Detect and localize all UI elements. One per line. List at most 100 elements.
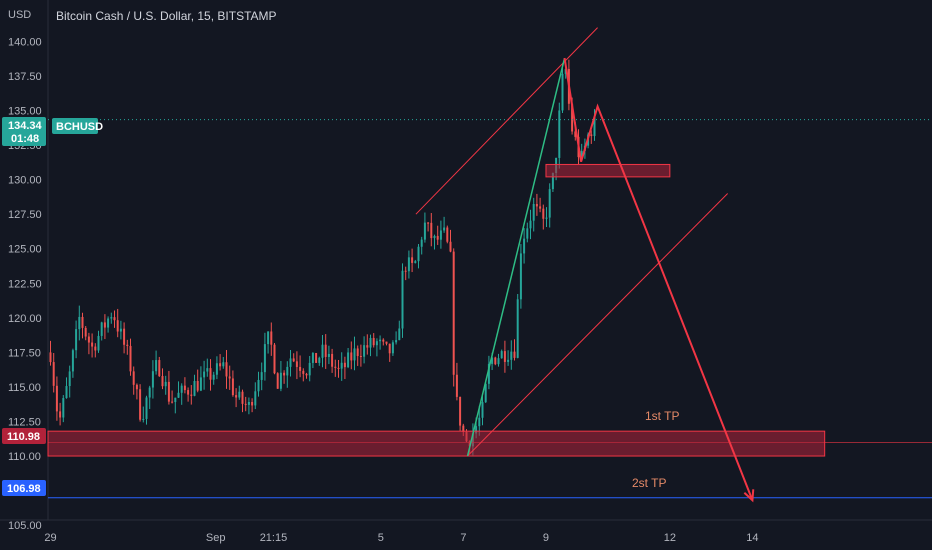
candle-body — [199, 377, 202, 391]
zone-1 — [545, 163, 671, 178]
candle-body — [311, 352, 314, 363]
price-tick-label: 105.00 — [8, 520, 42, 532]
candle-body — [545, 217, 548, 219]
candle-body — [212, 374, 215, 380]
candle-body — [55, 385, 58, 412]
candle-body — [283, 372, 286, 376]
price-tick-label: 140.00 — [8, 36, 42, 48]
candle-body — [475, 426, 478, 434]
candle-body — [254, 391, 257, 406]
candle-body — [129, 345, 132, 372]
candle-body — [292, 358, 295, 362]
candle-body — [318, 357, 321, 363]
price-tick-label: 125.00 — [8, 244, 42, 256]
candle-body — [177, 392, 180, 398]
price-tick-label: 137.50 — [8, 71, 42, 83]
level2-badge-value: 106.98 — [7, 483, 41, 495]
candle-body — [52, 362, 55, 386]
candle-body — [231, 378, 234, 396]
candle-body — [286, 366, 289, 376]
candle-body — [295, 361, 298, 367]
candle-body — [526, 228, 529, 239]
candle-body — [363, 345, 366, 357]
candle-body — [251, 401, 254, 406]
candle-body — [68, 371, 71, 387]
candle-body — [494, 357, 497, 365]
candle-body — [398, 328, 401, 341]
candle-body — [270, 331, 273, 345]
price-tick-label: 112.50 — [8, 416, 41, 428]
candle-body — [571, 103, 574, 132]
currency-label: USD — [8, 9, 31, 21]
candle-body — [455, 374, 458, 397]
candle-body — [353, 348, 356, 361]
candle-body — [462, 425, 465, 433]
chart-title: Bitcoin Cash / U.S. Dollar, 15, BITSTAMP — [56, 9, 277, 23]
candle-body — [49, 352, 52, 363]
candle-body — [590, 134, 593, 137]
candle-body — [507, 359, 510, 362]
candle-body — [167, 381, 170, 402]
price-tick-label: 130.00 — [8, 175, 42, 187]
candle-body — [369, 337, 372, 348]
candle-body — [97, 335, 100, 351]
candle-body — [107, 318, 110, 328]
candle-body — [65, 386, 68, 399]
candle-body — [561, 73, 564, 111]
candle-body — [305, 373, 308, 376]
candle-body — [279, 372, 282, 389]
candle-body — [542, 208, 545, 219]
level1-badge — [2, 428, 46, 444]
candle-body — [103, 322, 106, 328]
candle-body — [126, 344, 129, 346]
level2-badge — [2, 480, 46, 496]
candle-body — [267, 331, 270, 345]
symbol-badge — [52, 118, 98, 134]
candle-body — [446, 227, 449, 242]
time-tick-label: 7 — [460, 532, 466, 544]
candle-body — [337, 367, 340, 369]
candle-body — [481, 402, 484, 418]
candle-body — [302, 370, 305, 374]
candle-body — [94, 346, 97, 351]
time-axis[interactable]: 29 Sep 21:15 5 7 9 12 14 — [44, 532, 758, 544]
candle-body — [513, 351, 516, 358]
trend-line-2 — [467, 193, 729, 457]
candle-body — [388, 343, 391, 354]
candle-body — [385, 341, 388, 344]
candle-body — [331, 353, 334, 367]
candle-body — [119, 328, 122, 332]
candle-body — [215, 363, 218, 375]
candle-body — [395, 340, 398, 343]
candle-body — [62, 398, 65, 418]
time-tick-label: 14 — [746, 532, 758, 544]
candle-body — [71, 350, 74, 372]
candle-body — [407, 257, 410, 272]
candle-body — [347, 352, 350, 368]
candle-body — [91, 342, 94, 347]
candle-body — [519, 253, 522, 300]
candle-body — [100, 322, 103, 336]
price-axis[interactable]: 140.00137.50135.00132.50130.00127.50125.… — [8, 36, 42, 532]
candle-body — [135, 384, 138, 390]
candle-body — [209, 368, 212, 380]
candle-body — [459, 396, 462, 426]
candle-body — [327, 353, 330, 357]
candle-body — [334, 366, 337, 368]
candle-body — [433, 235, 436, 239]
candle-body — [321, 344, 324, 358]
candle-body — [343, 362, 346, 368]
candle-body — [324, 344, 327, 357]
candle-body — [423, 222, 426, 240]
candle-body — [539, 206, 542, 209]
candle-body — [148, 387, 151, 398]
zigzag-down — [563, 57, 754, 501]
level1-badge-value: 110.98 — [7, 431, 40, 443]
price-tick-label: 117.50 — [8, 347, 41, 359]
candle-body — [171, 401, 174, 403]
price-badge — [2, 117, 46, 146]
candle-body — [430, 222, 433, 239]
price-tick-label: 122.50 — [8, 278, 42, 290]
price-tick-label: 110.00 — [8, 451, 41, 463]
